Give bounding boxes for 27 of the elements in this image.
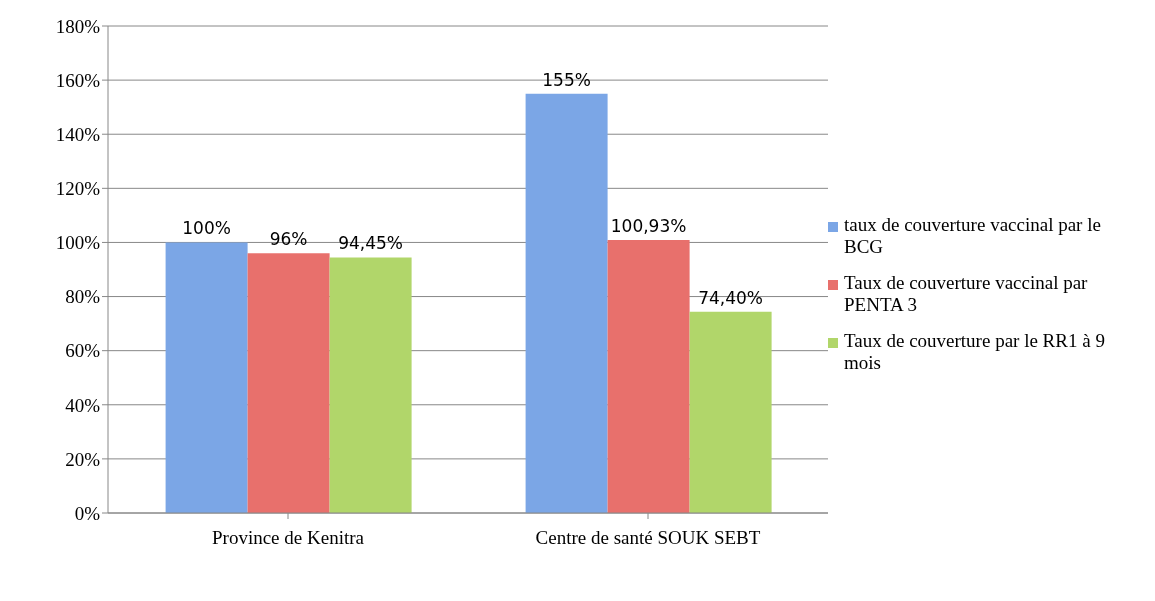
data-label: 94,45% [338, 233, 404, 254]
bar [247, 253, 330, 513]
data-label: 155% [542, 69, 591, 90]
bar [165, 242, 248, 513]
data-label: 100% [182, 218, 231, 239]
data-label: 96% [269, 229, 308, 250]
y-tick-label: 80% [65, 286, 101, 308]
bar [607, 239, 690, 513]
legend-label: Taux de couverture par le RR1 à 9 mois [844, 329, 1106, 374]
y-tick-label: 60% [65, 340, 101, 362]
bar [525, 93, 608, 513]
y-tick-label: 100% [55, 232, 101, 254]
y-tick-label: 40% [65, 394, 101, 416]
y-tick-label: 140% [55, 123, 101, 145]
legend-label: Taux de couverture vaccinal par PENTA 3 [844, 271, 1089, 316]
data-label: 100,93% [610, 215, 687, 236]
x-tick-label: Centre de santé SOUK SEBT [535, 527, 761, 549]
x-tick-label: Province de Kenitra [212, 527, 365, 549]
bar [689, 311, 772, 513]
y-tick-label: 160% [55, 69, 101, 91]
data-label: 74,40% [698, 287, 764, 308]
legend-label: taux de couverture vaccinal par le BCG [844, 213, 1102, 258]
bar [329, 257, 412, 513]
y-tick-label: 20% [65, 448, 101, 470]
y-tick-label: 120% [55, 178, 101, 200]
y-tick-label: 180% [55, 15, 101, 37]
y-tick-label: 0% [74, 502, 101, 524]
